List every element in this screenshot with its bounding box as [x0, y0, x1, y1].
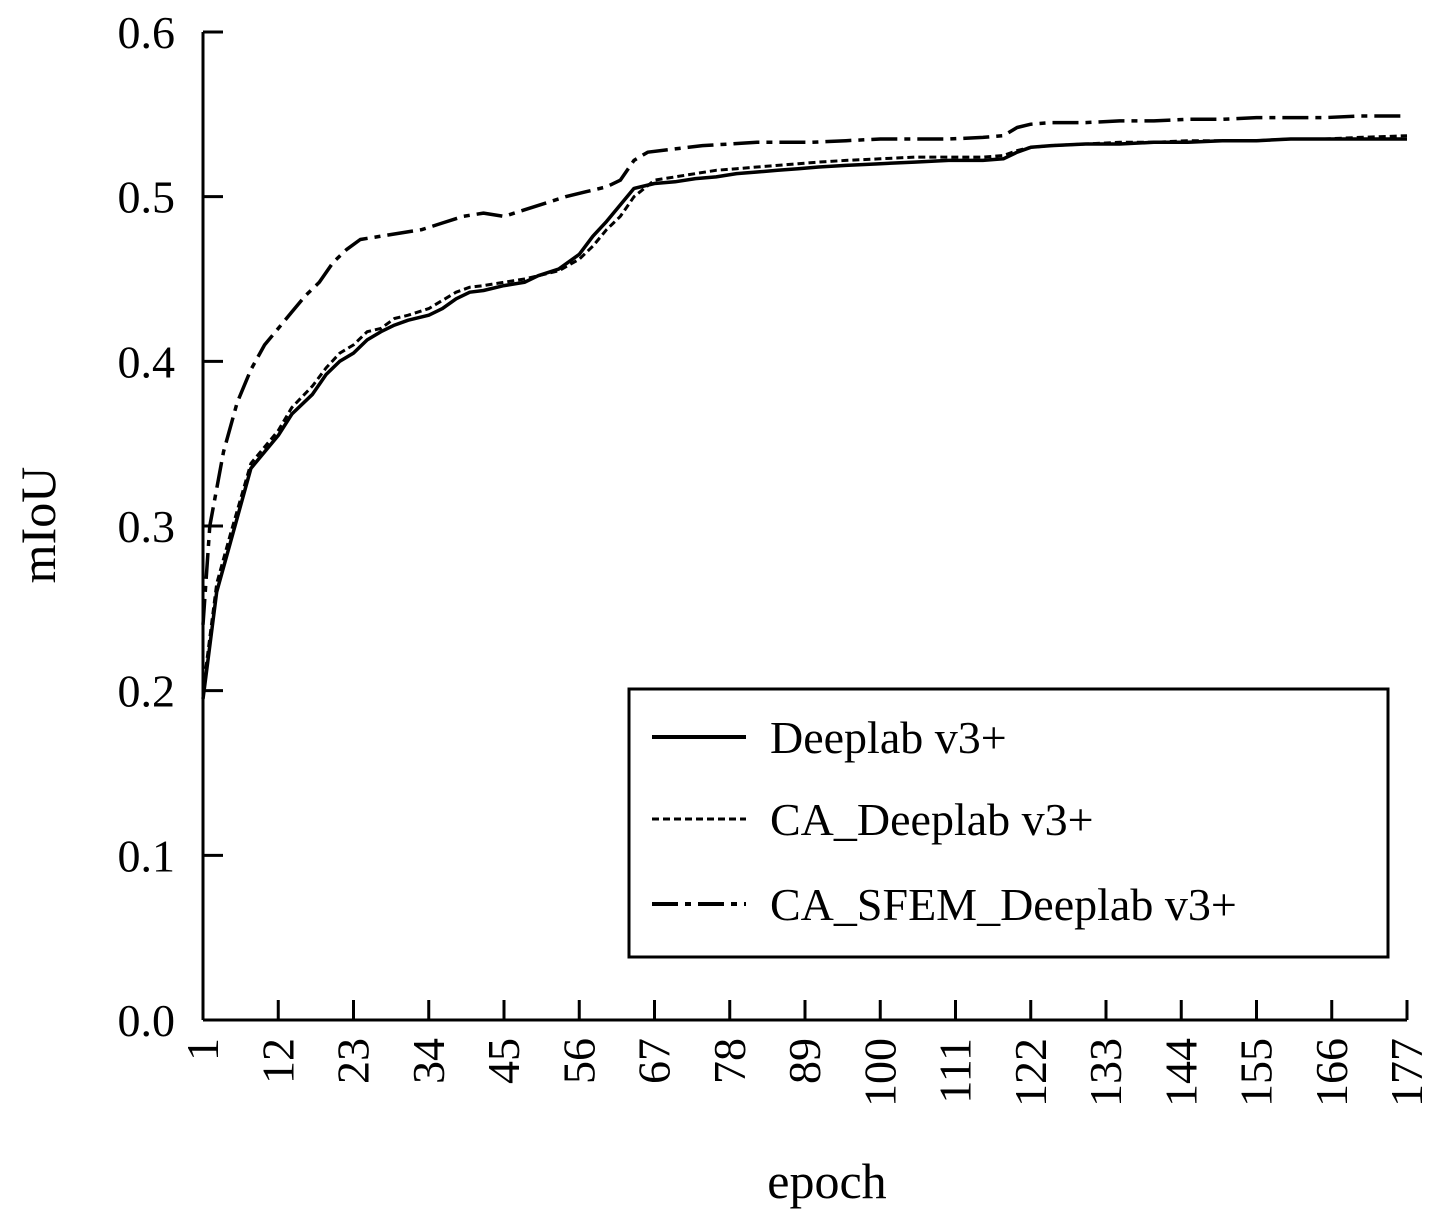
x-tick-label: 166 — [1306, 1038, 1357, 1107]
x-tick-label: 133 — [1080, 1038, 1131, 1107]
legend-box — [627, 687, 1390, 959]
legend: Deeplab v3+ CA_Deeplab v3+ CA_SFEM_Deepl… — [627, 687, 1390, 959]
series-lines — [201, 114, 1408, 700]
series-line-0 — [201, 137, 1407, 700]
x-tick-label: 56 — [553, 1038, 604, 1084]
legend-label-ca-deeplab: CA_Deeplab v3+ — [770, 794, 1094, 845]
legend-label-deeplab: Deeplab v3+ — [770, 712, 1007, 763]
axes: 0.0 0.1 0.2 0.3 0.4 0.5 0.6 1 12 23 34 45 56 67 78 89 10… — [118, 7, 1433, 1107]
x-tick-label: 155 — [1231, 1038, 1282, 1107]
x-tick-label: 45 — [478, 1038, 529, 1084]
y-tick-label: 0.3 — [118, 501, 176, 552]
x-tick-label: 177 — [1381, 1038, 1432, 1107]
x-tick-label: 23 — [328, 1038, 379, 1084]
y-axis-title: mIoU — [10, 467, 66, 584]
y-tick-label: 0.5 — [118, 172, 176, 223]
series-line-1 — [201, 134, 1408, 691]
x-tick-label: 34 — [403, 1038, 454, 1084]
x-tick-label: 12 — [252, 1038, 303, 1084]
x-tick-label: 111 — [930, 1038, 981, 1104]
x-tick-label: 1 — [177, 1038, 228, 1061]
y-tick-label: 0.1 — [118, 830, 176, 881]
series-line-2 — [201, 114, 1407, 625]
y-tick-label: 0.6 — [118, 7, 176, 58]
y-tick-label: 0.2 — [118, 666, 176, 717]
x-axis-title: epoch — [767, 1153, 886, 1209]
x-tick-label: 100 — [854, 1038, 905, 1107]
x-tick-label: 89 — [779, 1038, 830, 1084]
x-tick-label: 144 — [1155, 1038, 1206, 1107]
x-tick-label: 78 — [704, 1038, 755, 1084]
legend-label-ca-sfem-deeplab: CA_SFEM_Deeplab v3+ — [770, 879, 1237, 930]
y-tick-label: 0.4 — [118, 336, 176, 387]
y-tick-label: 0.0 — [118, 995, 176, 1046]
x-tick-label: 67 — [629, 1038, 680, 1084]
x-tick-label: 122 — [1005, 1038, 1056, 1107]
